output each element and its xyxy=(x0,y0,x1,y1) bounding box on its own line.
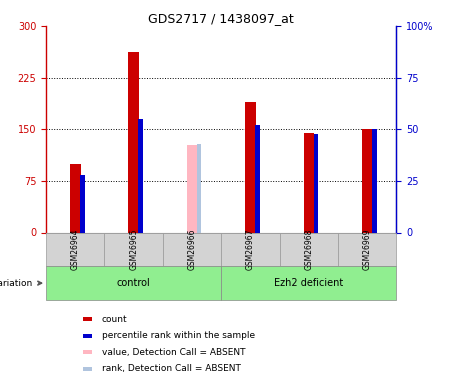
Bar xyxy=(313,134,318,232)
FancyBboxPatch shape xyxy=(105,232,163,266)
FancyBboxPatch shape xyxy=(46,232,105,266)
Bar xyxy=(372,129,377,232)
Text: GSM26964: GSM26964 xyxy=(71,229,80,270)
Text: GSM26968: GSM26968 xyxy=(304,229,313,270)
FancyBboxPatch shape xyxy=(46,266,221,300)
Bar xyxy=(245,102,256,232)
Bar xyxy=(83,367,92,370)
Text: Ezh2 deficient: Ezh2 deficient xyxy=(274,278,343,288)
Bar xyxy=(362,129,372,232)
Text: genotype/variation: genotype/variation xyxy=(0,279,41,288)
FancyBboxPatch shape xyxy=(280,232,338,266)
Text: rank, Detection Call = ABSENT: rank, Detection Call = ABSENT xyxy=(101,364,241,373)
Bar xyxy=(187,145,197,232)
Bar xyxy=(80,175,85,232)
Text: control: control xyxy=(117,278,151,288)
Bar xyxy=(255,125,260,232)
FancyBboxPatch shape xyxy=(163,232,221,266)
Text: GSM26969: GSM26969 xyxy=(363,229,372,270)
Bar xyxy=(83,350,92,354)
Bar xyxy=(138,119,143,232)
Bar xyxy=(83,334,92,338)
Bar xyxy=(129,52,139,232)
FancyBboxPatch shape xyxy=(221,232,280,266)
Bar xyxy=(83,317,92,321)
Text: GSM26966: GSM26966 xyxy=(188,229,196,270)
Bar xyxy=(197,144,201,232)
Bar xyxy=(304,133,314,232)
Text: value, Detection Call = ABSENT: value, Detection Call = ABSENT xyxy=(101,348,245,357)
FancyBboxPatch shape xyxy=(221,266,396,300)
Text: GSM26965: GSM26965 xyxy=(129,229,138,270)
FancyBboxPatch shape xyxy=(338,232,396,266)
Bar xyxy=(70,164,81,232)
Text: GSM26967: GSM26967 xyxy=(246,229,255,270)
Text: count: count xyxy=(101,315,127,324)
Title: GDS2717 / 1438097_at: GDS2717 / 1438097_at xyxy=(148,12,294,25)
Text: percentile rank within the sample: percentile rank within the sample xyxy=(101,331,254,340)
